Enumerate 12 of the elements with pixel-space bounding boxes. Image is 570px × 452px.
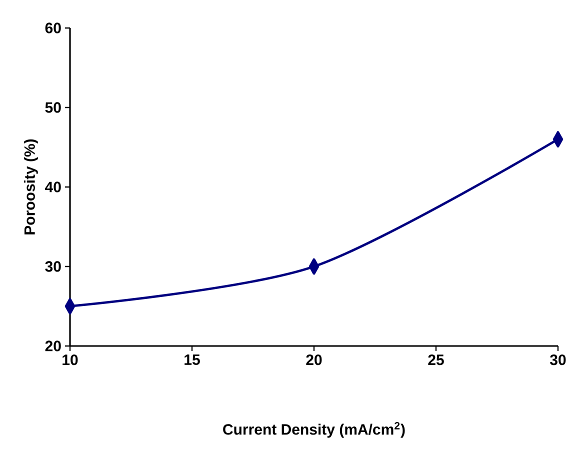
x-axis-title: Current Density (mA/cm$^{2}$) bbox=[223, 422, 405, 438]
y-axis-title: Poroosity (%) bbox=[24, 139, 38, 234]
y-tick-label: 50 bbox=[45, 102, 61, 113]
y-tick-label: 20 bbox=[45, 340, 61, 352]
y-tick-label: 40 bbox=[45, 182, 61, 192]
x-tick-label: 25 bbox=[428, 354, 444, 366]
x-tick-label: 20 bbox=[306, 354, 322, 366]
x-tick-label: 10 bbox=[62, 354, 78, 366]
x-tick-label: 30 bbox=[550, 354, 566, 366]
y-tick-label: 60 bbox=[45, 22, 61, 34]
y-tick-label: 30 bbox=[45, 261, 61, 272]
x-tick-label: 15 bbox=[184, 354, 200, 365]
